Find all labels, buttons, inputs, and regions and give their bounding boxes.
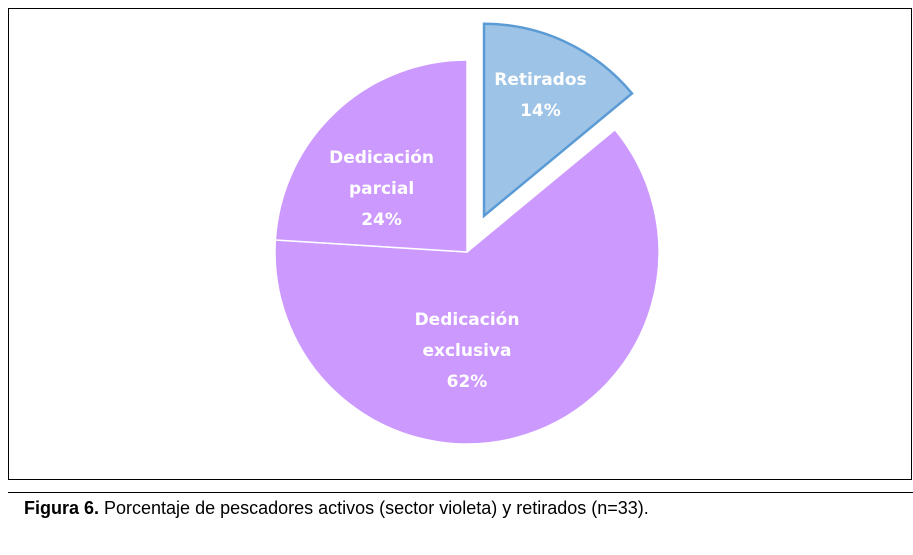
slice-value: 62% — [446, 372, 488, 393]
slice-name: Dedicación parcial — [329, 148, 434, 200]
chart — [274, 22, 660, 445]
slice-name: Dedicación exclusiva — [414, 310, 520, 362]
pie-slice — [482, 22, 634, 219]
slice-name: Retirados — [494, 69, 587, 90]
caption-text: Porcentaje de pescadores activos (sector… — [99, 498, 649, 518]
caption: Figura 6. Porcentaje de pescadores activ… — [24, 495, 884, 521]
caption-label: Figura 6. — [24, 498, 100, 518]
slice-value: 24% — [361, 210, 402, 231]
caption-rule — [8, 492, 913, 493]
slice-value: 14% — [520, 100, 561, 121]
frame-edge — [911, 8, 912, 480]
pie-slice — [274, 128, 660, 445]
pie-slice — [274, 59, 468, 253]
slice-label: Dedicación exclusiva 62% — [397, 305, 537, 398]
figure-frame — [8, 8, 911, 480]
slice-label: Dedicación parcial 24% — [312, 143, 452, 236]
slice-label: Retirados 14% — [485, 65, 595, 127]
